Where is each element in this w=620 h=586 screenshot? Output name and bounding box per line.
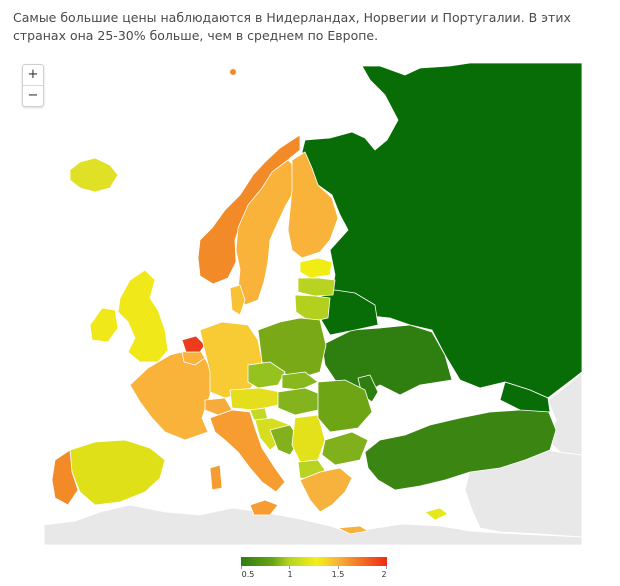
netherlands-region[interactable] [181,335,206,353]
spain-region[interactable] [69,439,166,506]
legend-tick [289,566,290,569]
georgia-armenia-region[interactable] [499,381,551,413]
latvia-region[interactable] [297,277,336,297]
belarus-region[interactable] [319,289,379,336]
serbia-region[interactable] [291,414,326,463]
bulgaria-region[interactable] [321,431,369,466]
map-svg[interactable] [44,56,582,545]
czechia-region[interactable] [247,361,286,389]
iceland-region[interactable] [69,157,119,193]
sardinia-region[interactable] [209,464,223,491]
zoom-control: + − [22,64,44,107]
zoom-in-button[interactable]: + [23,65,43,86]
map-description: Самые большие цены наблюдаются в Нидерла… [13,10,571,43]
turkey-region[interactable] [364,409,557,491]
cyprus-region[interactable] [424,507,449,521]
caucasus-east-region [547,371,582,456]
color-legend: 0.5 1 1.5 2 [240,555,388,583]
legend-label-1-5: 1.5 [331,570,345,579]
legend-label-max: 2 [381,570,387,579]
zoom-out-button[interactable]: − [27,88,39,103]
svalbard-region [230,69,236,75]
legend-tick [386,566,387,569]
crete-region[interactable] [337,525,369,535]
legend-label-min: 0.5 [241,570,255,579]
estonia-region[interactable] [299,257,333,279]
legend-gradient-bar [241,557,387,566]
sicily-region[interactable] [249,499,279,516]
legend-tick [338,566,339,569]
legend-label-1: 1 [287,570,293,579]
romania-region[interactable] [317,379,373,433]
slovakia-region[interactable] [281,371,319,391]
denmark-region[interactable] [229,284,246,316]
ireland-region[interactable] [89,307,119,343]
greece-region[interactable] [299,467,353,513]
uk-region[interactable] [117,269,169,363]
europe-choropleth-map[interactable] [44,56,582,545]
finland-region[interactable] [287,151,339,259]
portugal-region[interactable] [51,449,79,506]
hungary-region[interactable] [277,387,321,416]
italy-region[interactable] [209,409,286,493]
lithuania-region[interactable] [294,294,331,323]
legend-tick [241,566,242,569]
